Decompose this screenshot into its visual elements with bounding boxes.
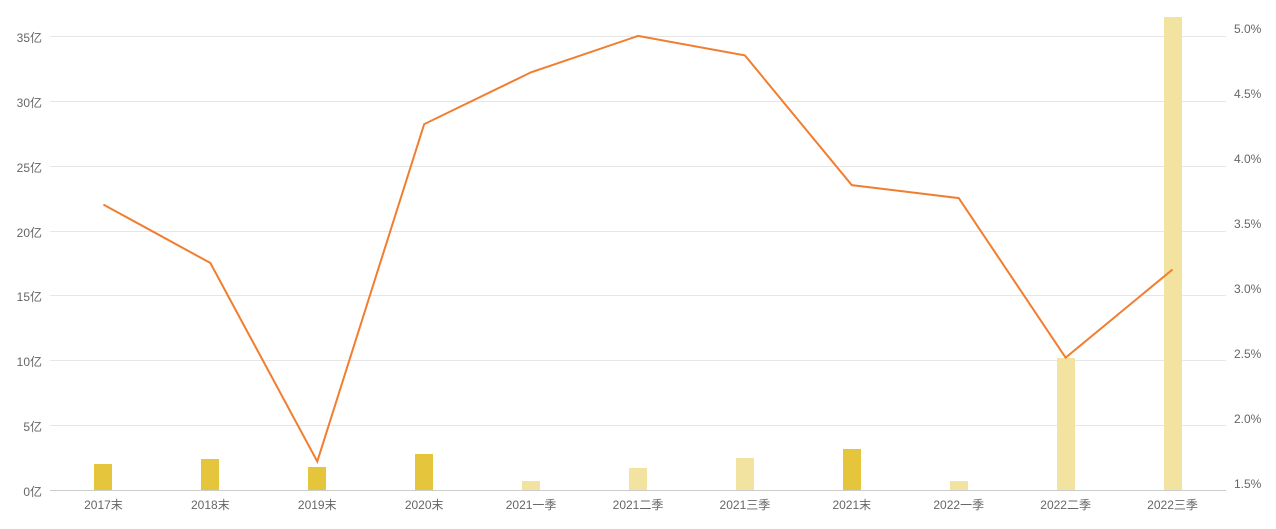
x-tick-label: 2021末: [832, 496, 871, 513]
x-tick-label: 2021三季: [720, 496, 771, 513]
x-tick-label: 2018末: [191, 496, 230, 513]
y-right-tick-label: 2.0%: [1234, 412, 1261, 426]
x-tick-label: 2022二季: [1040, 496, 1091, 513]
x-tick-label: 2021一季: [506, 496, 557, 513]
y-left-tick-label: 5亿: [0, 418, 42, 435]
y-right-tick-label: 3.5%: [1234, 217, 1261, 231]
x-tick-label: 2020末: [405, 496, 444, 513]
y-left-tick-label: 15亿: [0, 288, 42, 305]
y-left-tick-label: 35亿: [0, 29, 42, 46]
y-right-tick-label: 5.0%: [1234, 22, 1261, 36]
y-right-tick-label: 4.0%: [1234, 152, 1261, 166]
dual-axis-chart: 0亿 5亿 10亿 15亿 20亿 25亿 30亿 35亿 1.5% 2.0% 2.5% 3.0% 3.…: [0, 0, 1276, 529]
y-left-tick-label: 0亿: [0, 483, 42, 500]
y-left-tick-label: 25亿: [0, 159, 42, 176]
x-tick-label: 2022一季: [933, 496, 984, 513]
plot-area: [50, 10, 1226, 491]
y-right-tick-label: 4.5%: [1234, 87, 1261, 101]
y-left-tick-label: 30亿: [0, 94, 42, 111]
line-series: [50, 10, 1226, 490]
x-tick-label: 2022三季: [1147, 496, 1198, 513]
x-tick-label: 2017末: [84, 496, 123, 513]
x-tick-label: 2021二季: [613, 496, 664, 513]
y-right-tick-label: 1.5%: [1234, 477, 1261, 491]
y-left-tick-label: 10亿: [0, 353, 42, 370]
y-left-tick-label: 20亿: [0, 224, 42, 241]
y-right-tick-label: 3.0%: [1234, 282, 1261, 296]
x-tick-label: 2019末: [298, 496, 337, 513]
y-right-tick-label: 2.5%: [1234, 347, 1261, 361]
